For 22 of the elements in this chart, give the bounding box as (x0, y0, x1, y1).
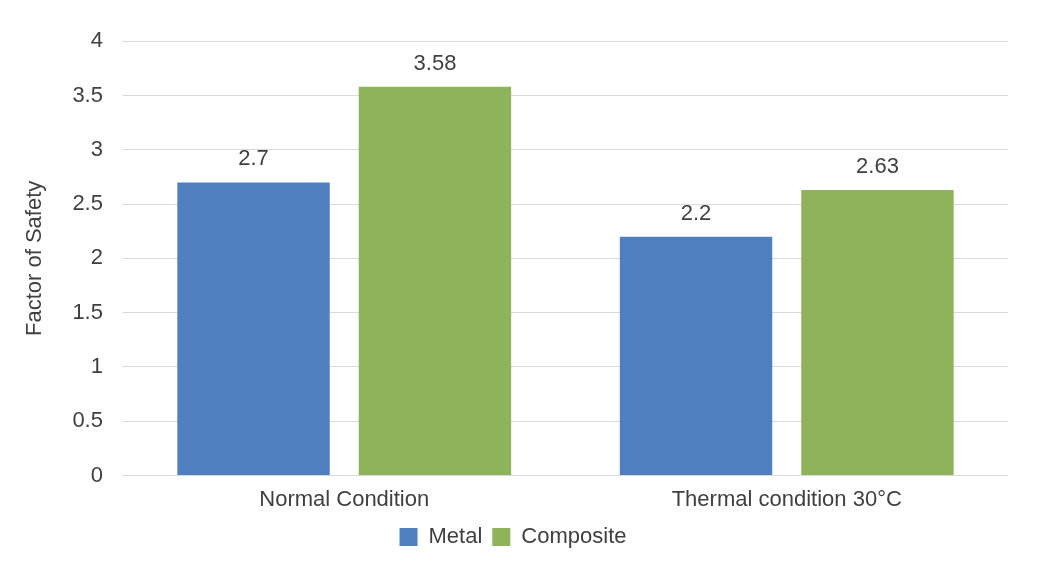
y-tick-label: 4 (90, 27, 103, 53)
data-label: 2.63 (856, 153, 899, 179)
bar (177, 182, 330, 476)
data-label: 2.7 (238, 145, 269, 171)
data-label: 3.58 (413, 49, 457, 75)
legend-label: Composite (521, 523, 627, 549)
legend-label: Metal (428, 523, 483, 549)
y-tick-label: 2 (90, 244, 103, 270)
bar (801, 189, 954, 476)
y-tick-label: 0.5 (72, 407, 103, 433)
data-label: 2.2 (680, 199, 712, 225)
bar (619, 236, 773, 476)
x-tick-label: Normal Condition (259, 485, 430, 511)
y-tick-label: 1.5 (72, 298, 103, 324)
y-tick-label: 1 (90, 353, 103, 379)
y-tick-label: 3.5 (72, 81, 103, 107)
y-tick-label: 0 (90, 461, 103, 487)
bar (358, 86, 512, 476)
y-axis-title: Factor of Safety (21, 180, 47, 337)
y-tick-label: 3 (90, 135, 103, 161)
x-tick-label: Thermal condition 30°C (671, 485, 902, 511)
y-tick-label: 2.5 (72, 190, 103, 216)
